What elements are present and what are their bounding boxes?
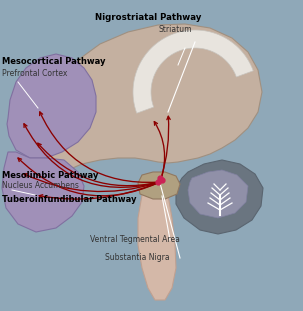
Text: Ventral Tegmental Area: Ventral Tegmental Area [90, 235, 180, 244]
Polygon shape [133, 30, 253, 113]
Text: Substantia Nigra: Substantia Nigra [105, 253, 170, 262]
Text: Prefrontal Cortex: Prefrontal Cortex [2, 68, 67, 77]
Text: Tuberoinfundibular Pathway: Tuberoinfundibular Pathway [2, 196, 136, 205]
Polygon shape [2, 152, 84, 232]
Text: Nucleus Accumbens: Nucleus Accumbens [2, 180, 79, 189]
Text: Mesolimbic Pathway: Mesolimbic Pathway [2, 170, 98, 179]
Polygon shape [7, 54, 96, 158]
Text: Striatum: Striatum [158, 26, 192, 35]
Text: Nigrostriatal Pathway: Nigrostriatal Pathway [95, 13, 201, 22]
Text: Mesocortical Pathway: Mesocortical Pathway [2, 58, 105, 67]
Polygon shape [176, 160, 263, 234]
Polygon shape [138, 178, 176, 300]
Polygon shape [188, 170, 248, 218]
Polygon shape [40, 24, 262, 184]
Polygon shape [138, 172, 180, 199]
